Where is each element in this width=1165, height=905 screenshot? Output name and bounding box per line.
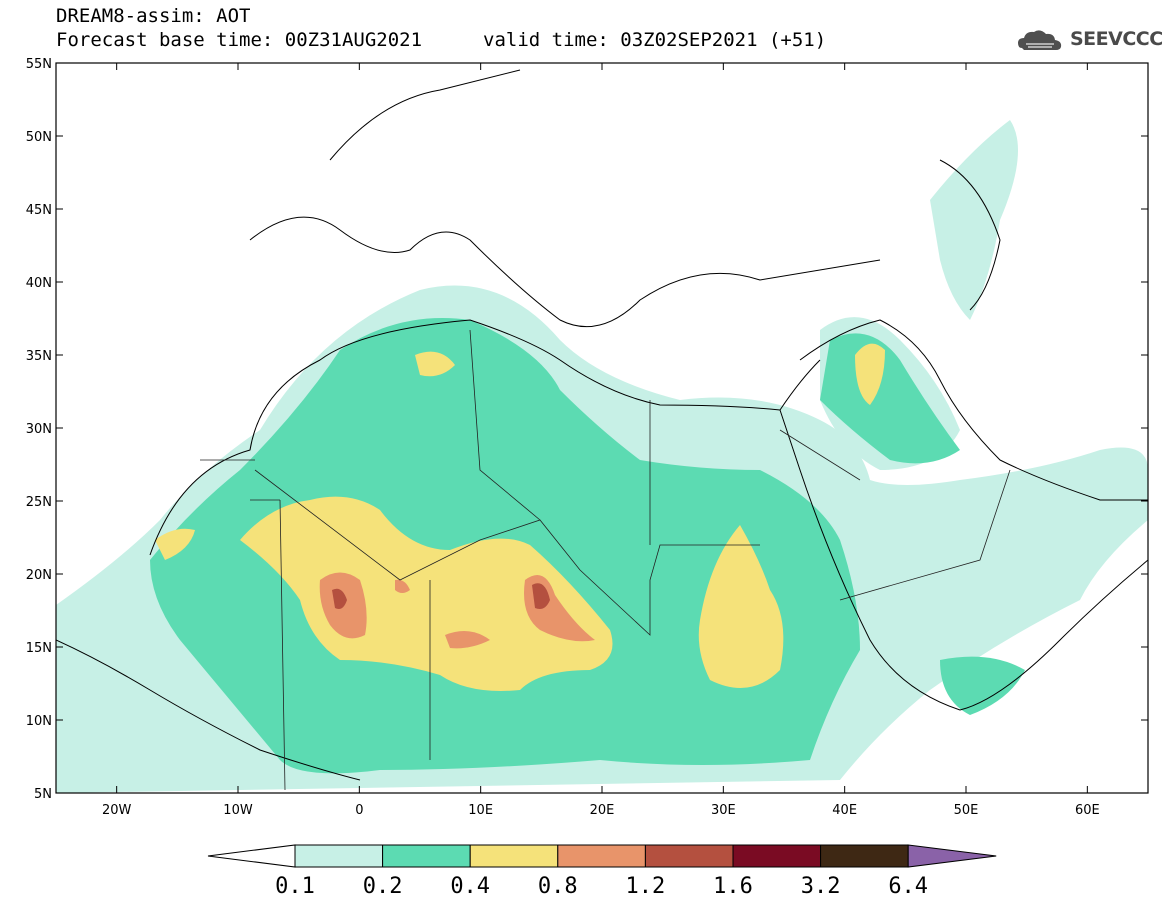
lat-label: 50N: [26, 130, 52, 145]
aot-colorbar: 0.1 0.2 0.4 0.8 1.2 1.6 3.2 6.4: [207, 844, 997, 899]
forecast-base-time: Forecast base time: 00Z31AUG2021: [56, 29, 423, 51]
aot-contour-0.4: [855, 343, 885, 405]
lon-label: 60E: [1075, 803, 1100, 818]
lat-label: 35N: [26, 349, 52, 364]
valid-time: valid time: 03Z02SEP2021 (+51): [483, 29, 827, 51]
lat-label: 45N: [26, 203, 52, 218]
aot-contour-0.4: [240, 496, 613, 691]
lon-label: 10W: [223, 803, 253, 818]
latitude-axis: 55N 50N 45N 40N 35N 30N 25N 20N 15N 10N 5N: [26, 57, 1148, 802]
aot-contour-0.8: [395, 579, 410, 593]
logo-text: SEEVCCC: [1070, 28, 1163, 50]
lon-label: 40E: [832, 803, 857, 818]
coastlines: [56, 69, 1148, 781]
longitude-axis: 20W 10W 0 10E 20E 30E 40E 50E 60E: [102, 63, 1100, 818]
country-borders: [200, 329, 1011, 791]
aot-contour-0.1: [930, 120, 1018, 320]
lat-label: 20N: [26, 568, 52, 583]
lat-label: 30N: [26, 422, 52, 437]
aot-contour-0.4: [415, 351, 455, 377]
lon-label: 20W: [102, 803, 132, 818]
map-title: DREAM8-assim: AOT: [56, 5, 251, 27]
colorbar-over-triangle: [907, 844, 997, 868]
colorbar-label: 0.1: [275, 874, 315, 899]
colorbar-label: 3.2: [801, 874, 841, 899]
colorbar-box: [469, 844, 559, 868]
lat-label: 15N: [26, 641, 52, 656]
aot-field: [56, 120, 1148, 793]
colorbar-box: [294, 844, 384, 868]
aot-contour-0.2: [820, 333, 960, 464]
lat-label: 5N: [34, 787, 52, 802]
cloud-logo-icon: [1018, 30, 1062, 50]
colorbar-label: 0.8: [538, 874, 578, 899]
colorbar-box: [732, 844, 822, 868]
colorbar-label: 1.6: [713, 874, 753, 899]
lon-label: 30E: [711, 803, 736, 818]
lon-label: 0: [355, 803, 363, 818]
colorbar-label: 6.4: [888, 874, 928, 899]
lon-label: 20E: [590, 803, 615, 818]
colorbar-box: [820, 844, 909, 868]
colorbar-under-triangle: [207, 844, 296, 868]
lon-label: 50E: [954, 803, 979, 818]
colorbar-box: [382, 844, 471, 868]
colorbar-label: 0.4: [450, 874, 490, 899]
colorbar-box: [557, 844, 646, 868]
aot-contour-0.2: [940, 656, 1025, 715]
aot-contour-0.8: [445, 631, 490, 649]
lat-label: 40N: [26, 276, 52, 291]
lat-label: 10N: [26, 714, 52, 729]
lat-label: 25N: [26, 495, 52, 510]
colorbar-label: 0.2: [363, 874, 403, 899]
aot-contour-0.4: [698, 525, 784, 688]
aot-contour-0.4: [155, 528, 195, 560]
colorbar-label: 1.2: [626, 874, 666, 899]
aot-contour-1.2: [332, 588, 347, 609]
colorbar-box: [644, 844, 734, 868]
lon-label: 10E: [468, 803, 493, 818]
aot-contour-1.2: [532, 583, 550, 609]
lat-label: 55N: [26, 57, 52, 72]
